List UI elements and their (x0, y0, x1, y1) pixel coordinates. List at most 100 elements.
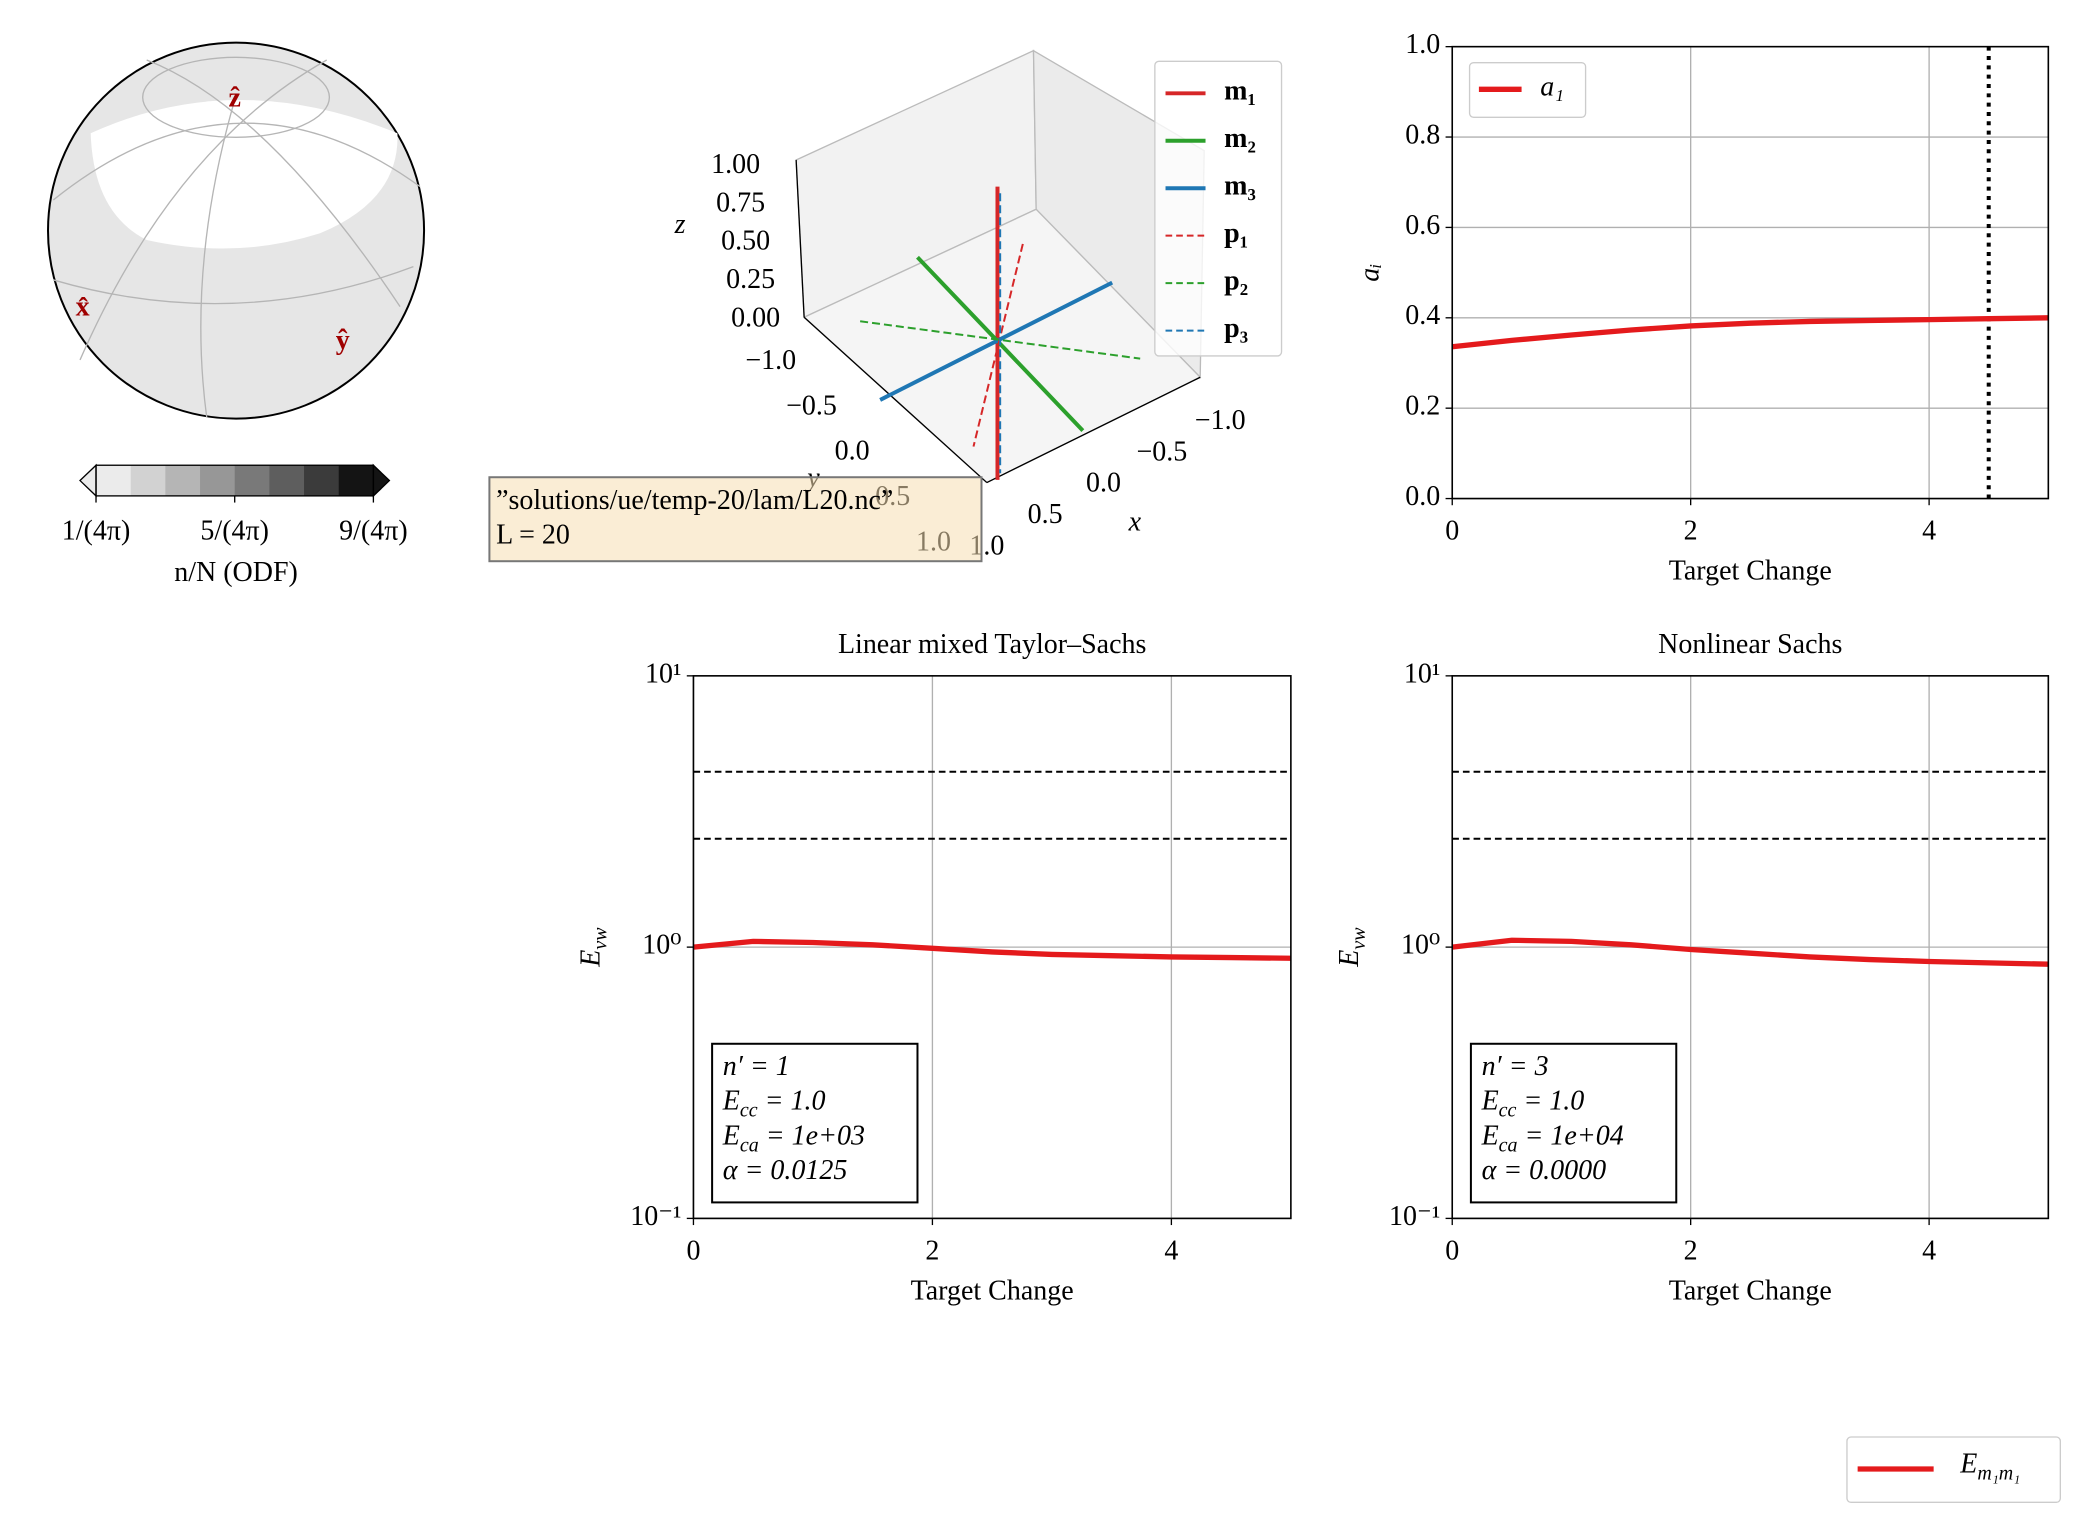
y-tick-label: 0.0 (835, 436, 870, 467)
series-line (1451, 937, 2049, 967)
z-tick-label: 0.25 (726, 264, 775, 295)
text-part: E (722, 1086, 740, 1117)
y-tick-label: 0.4 (1405, 300, 1440, 331)
axis-label: z (674, 209, 686, 240)
series-line (693, 938, 1291, 961)
colorbar-segment (304, 465, 340, 496)
sphere-grid (53, 265, 414, 305)
colorbar-extend (372, 463, 391, 498)
sphere-cap (90, 99, 398, 249)
colorbar-extend (79, 463, 97, 498)
colorbar-segment (200, 465, 236, 496)
x-axis-label: Target Change (1669, 1275, 1832, 1306)
figure-legend: Em₁m₁ (1846, 1436, 2061, 1504)
annotation-text: L = 20 (496, 520, 570, 551)
sphere-grid (146, 59, 401, 307)
y-tick-label: 10⁻¹ (630, 1201, 681, 1232)
text-part: cc (740, 1099, 758, 1121)
text-box-line: α = 0.0000 (1482, 1156, 1607, 1187)
x-tick-label: 4 (1164, 1235, 1178, 1266)
annotation-text: ”solutions/ue/temp-20/lam/L20.nc” (496, 485, 893, 516)
x-tick-label: 0 (686, 1235, 700, 1266)
odf-sphere: ẑ x̂ ŷ (47, 41, 426, 420)
x-axis-line (986, 376, 1201, 484)
vector (972, 243, 1024, 447)
axis-label: x (1128, 506, 1142, 537)
text-part: = 1.0 (758, 1086, 826, 1117)
chart-title: Nonlinear Sachs (1658, 629, 1842, 660)
text-part: ca (740, 1134, 759, 1156)
text-part: E (1335, 950, 1366, 968)
legend-label: m₂ (1224, 123, 1256, 154)
y-axis-label: aᵢ (1355, 263, 1386, 281)
chart: 0 2 4 0.0 0.2 0.4 0.6 0.8 1.0 Target Change aᵢ a₁ (1355, 29, 2050, 587)
text-box-line: n′ = 1 (723, 1052, 790, 1083)
text-part: ca (1499, 1134, 1518, 1156)
y-tick-label: 1.0 (1405, 29, 1440, 60)
text-box-line: Eca = 1e+03 (722, 1121, 865, 1156)
text-part: E (722, 1121, 740, 1152)
chart-title: Linear mixed Taylor–Sachs (838, 629, 1146, 660)
x-tick-label: −0.5 (1136, 436, 1187, 467)
text-box-line: Ecc = 1.0 (1481, 1086, 1585, 1121)
y-tick-label: 0.2 (1405, 391, 1440, 422)
text-part: α = 0.0000 (1482, 1156, 1607, 1187)
text-part: E (1481, 1086, 1499, 1117)
text-box-line: Eca = 1e+04 (1481, 1121, 1624, 1156)
y-axis-label: Evw (1335, 927, 1370, 968)
legend-label: a₁ (1540, 72, 1564, 103)
vector (860, 320, 1141, 360)
text-part: cc (1499, 1099, 1517, 1121)
colorbar-tick-label: 1/(4π) (62, 516, 131, 547)
sphere-grid (79, 59, 328, 361)
text-part: = 1e+04 (1518, 1121, 1624, 1152)
text-part: vw (1348, 927, 1370, 950)
text-part: m₁m₁ (1977, 1462, 2020, 1484)
chart: 0 2 4 10⁻¹ 10⁰ 10¹ Nonlinear Sachs Target Chang… (1335, 629, 2050, 1306)
plot-frame (692, 675, 1292, 1220)
colorbar-segment (269, 465, 305, 496)
text-part: α = 0.0125 (723, 1156, 848, 1187)
x-tick-label: 0 (1445, 516, 1459, 547)
y-tick-label: 0.0 (1405, 481, 1440, 512)
plot-frame (1451, 675, 2050, 1220)
x-tick-label: 4 (1922, 516, 1936, 547)
text-part: n′ = 1 (723, 1052, 790, 1083)
text-part: n′ = 3 (1482, 1052, 1549, 1083)
colorbar-segment (165, 465, 201, 496)
text-part: = 1.0 (1516, 1086, 1584, 1117)
y-axis-label: Evw (576, 927, 611, 968)
x-tick-label: 2 (1684, 1235, 1698, 1266)
y-tick-label: −0.5 (786, 390, 837, 421)
legend-box (1154, 60, 1283, 357)
sphere-grid (200, 99, 236, 418)
colorbar-segment (96, 465, 132, 496)
legend-label: m₃ (1224, 171, 1256, 202)
legend-label: p₁ (1224, 218, 1248, 249)
axis-label: x̂ (76, 292, 90, 323)
x-tick-label: −1.0 (1195, 405, 1246, 436)
x-tick-label: 4 (1922, 1235, 1936, 1266)
text-box (711, 1042, 919, 1204)
y-tick-label: −1.0 (745, 345, 796, 376)
axis-label: ŷ (336, 325, 350, 356)
z-tick-label: 0.75 (716, 187, 765, 218)
text-box (1469, 1042, 1678, 1204)
text-box-line: n′ = 3 (1482, 1052, 1549, 1083)
axes-3d: z y x 1.000.750.500.250.00−1.0−0.50.00.5… (674, 49, 1283, 561)
z-tick-label: 0.00 (731, 302, 780, 333)
z-tick-label: 0.50 (721, 226, 770, 257)
y-tick-label: 0.8 (1405, 119, 1440, 150)
text-box-line: α = 0.0125 (723, 1156, 848, 1187)
sphere-grid (52, 122, 421, 201)
colorbar-segment (338, 465, 375, 496)
z-axis-line (795, 159, 805, 318)
legend-label: Em₁m₁ (1959, 1449, 2020, 1484)
plot-frame (1451, 45, 2050, 500)
colorbar-tick-label: 9/(4π) (339, 516, 408, 547)
x-tick-label: 2 (1684, 516, 1698, 547)
series-line (1451, 315, 2049, 350)
annotation: ”solutions/ue/temp-20/lam/L20.nc” L = 20 (488, 476, 983, 563)
axis-label: ẑ (228, 82, 240, 113)
